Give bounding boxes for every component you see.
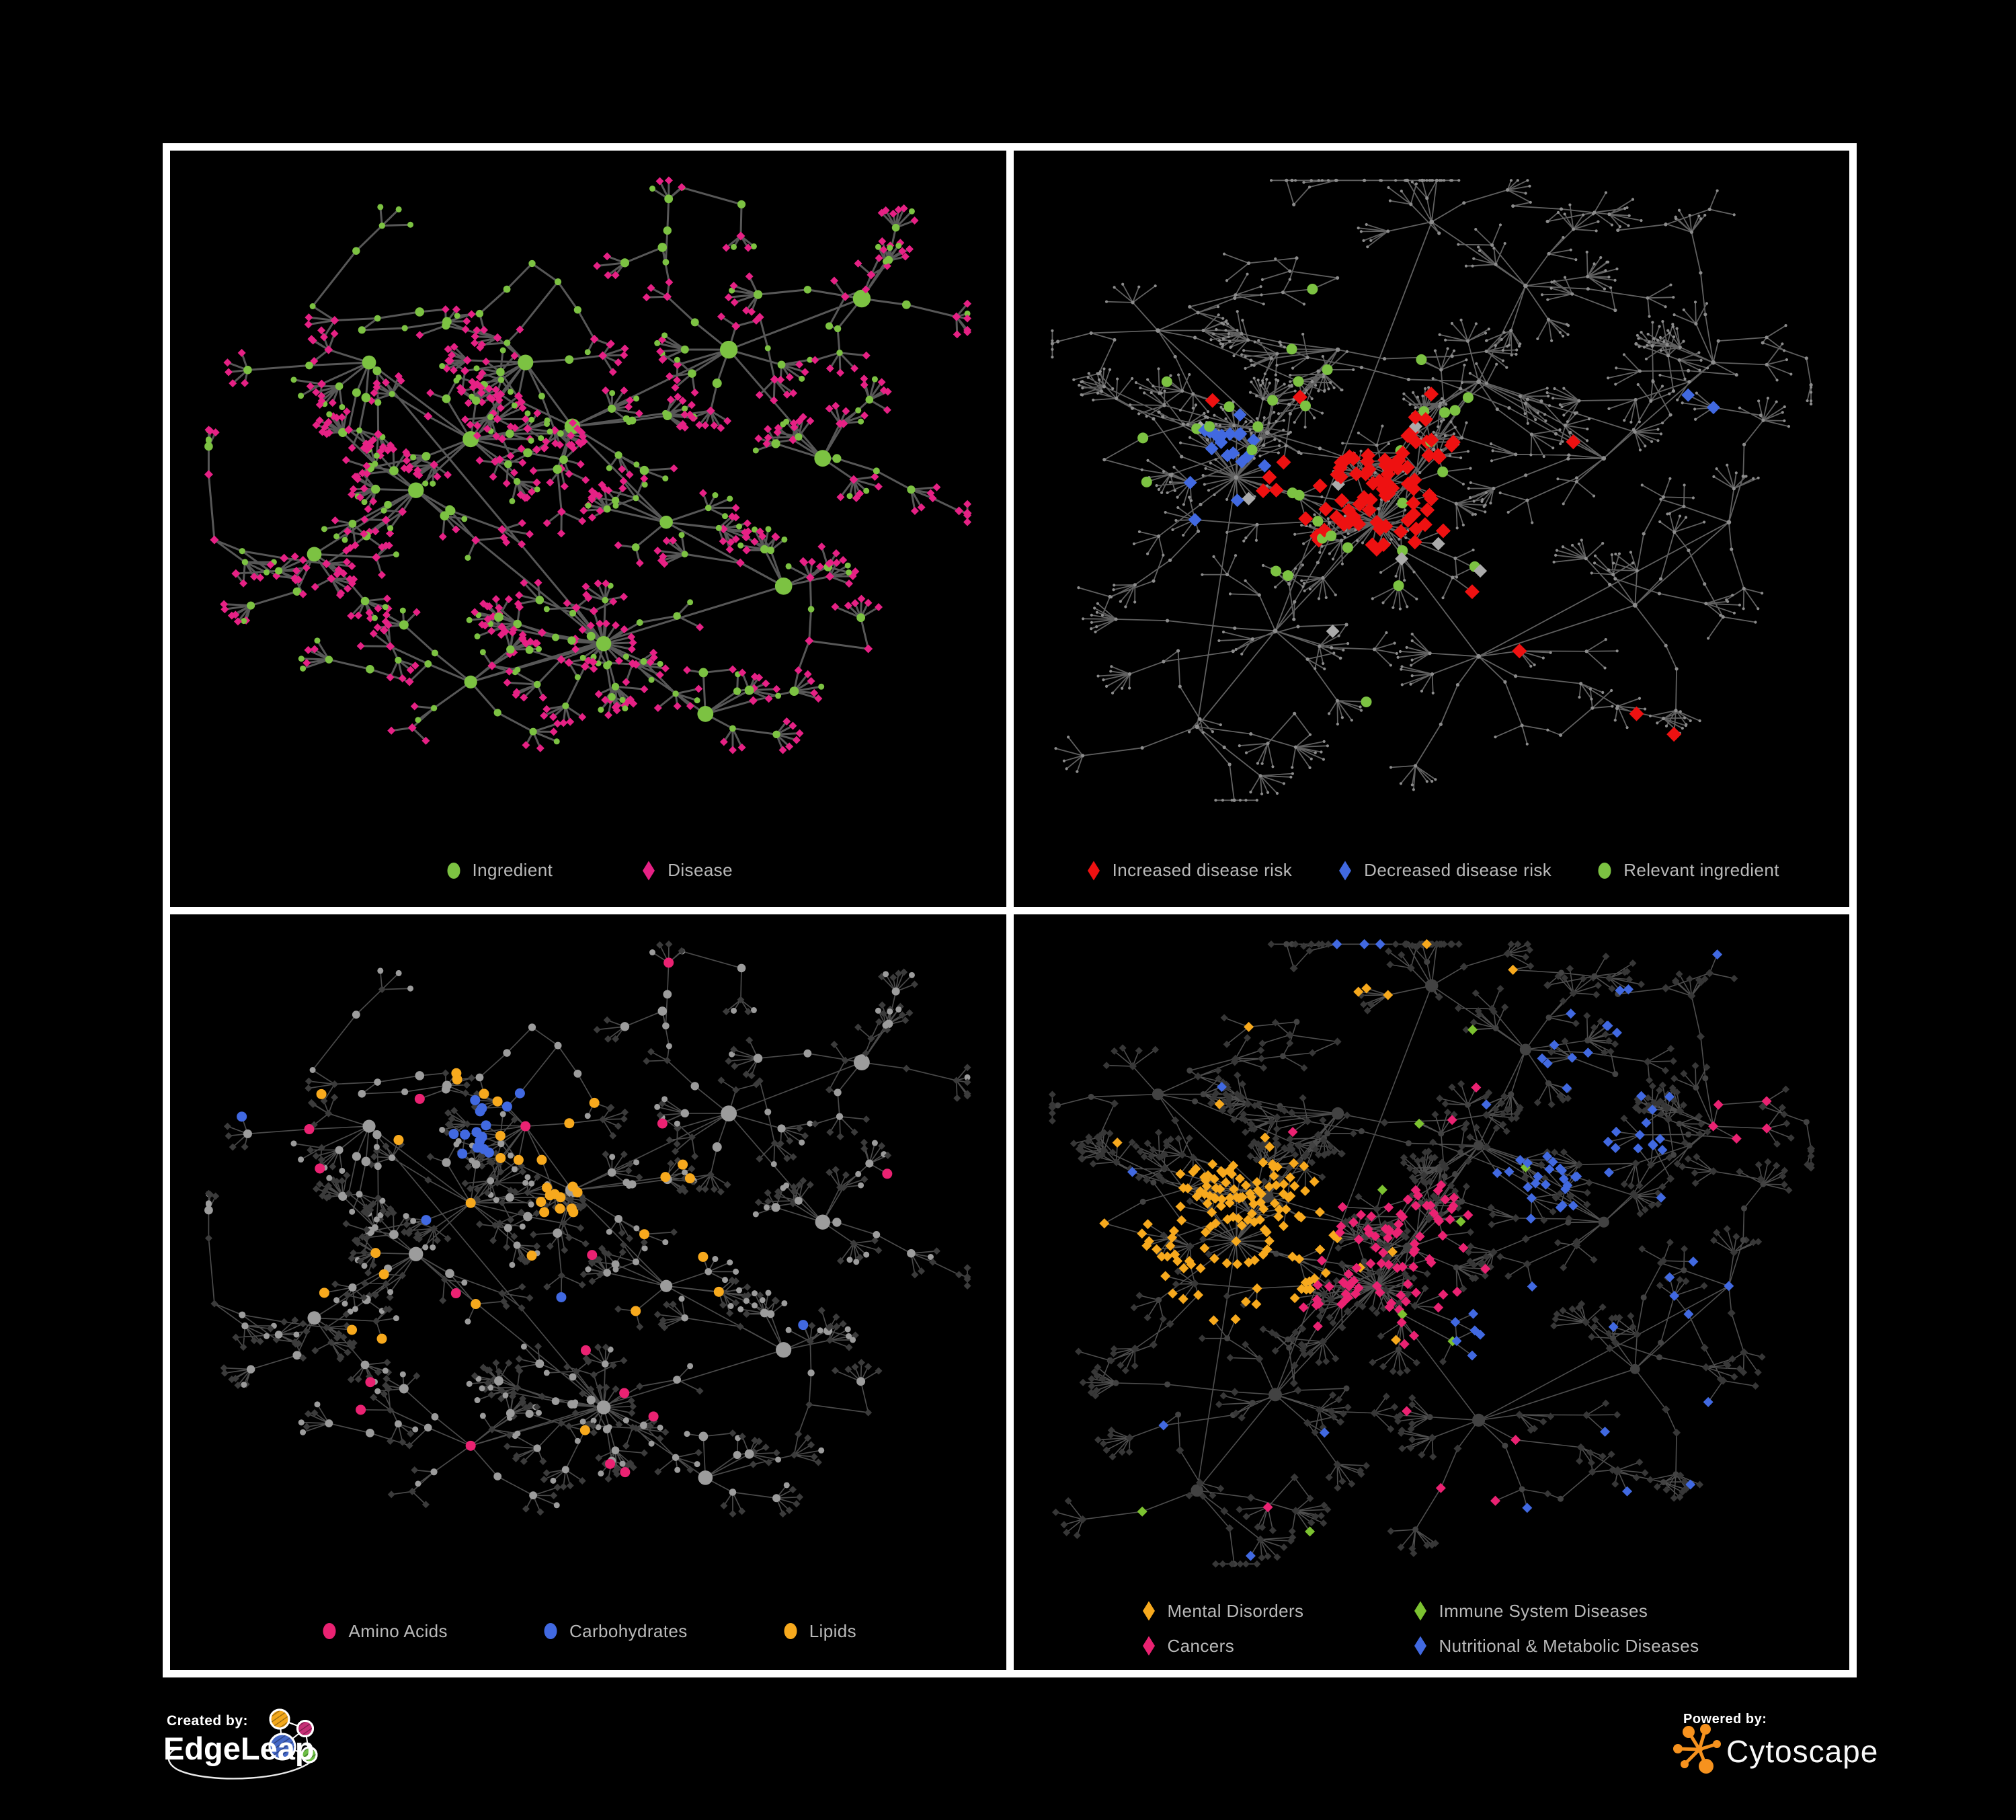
disease-risk-network [1050,178,1813,802]
legend-symbol-circle [323,1623,336,1639]
legend-item: Disease [639,857,733,884]
legend-symbol-diamond [1414,1636,1426,1656]
legend-symbol-diamond [1142,1601,1155,1621]
legend-symbol-circle [784,1623,797,1639]
ingredient-disease-legend: Ingredient Disease [170,857,1006,884]
legend-item: Lipids [780,1618,856,1645]
legend-item: Cancers [1139,1632,1386,1659]
panel-nutrient-classes: Amino Acids Carbohydrates Lipids [170,914,1006,1670]
panel-disease-categories: Mental Disorders Immune System Diseases Ca… [1013,914,1849,1670]
legend-item: Ingredient [444,857,553,884]
legend-item: Amino Acids [319,1618,448,1645]
legend-item: Carbohydrates [540,1618,688,1645]
legend-symbol-diamond [1142,1636,1155,1656]
legend-symbol-circle [544,1623,557,1639]
legend-label: Immune System Diseases [1439,1600,1648,1621]
cytoscape-logo: Powered by: Cytoscape [1673,1712,1878,1774]
panel-disease-risk: Increased disease risk Decreased disease … [1013,151,1850,907]
legend-item: Nutritional & Metabolic Diseases [1410,1632,1699,1659]
nutrient-classes-network [204,940,971,1517]
legend-symbol-diamond [1414,1601,1426,1621]
legend-item: Decreased disease risk [1335,857,1551,884]
legend-label: Disease [668,860,733,880]
legend-label: Nutritional & Metabolic Diseases [1439,1635,1699,1656]
cytoscape-wordmark: Cytoscape [1726,1734,1878,1769]
edgeleap-wordmark: EdgeLeap [163,1731,315,1766]
disease-risk-legend: Increased disease risk Decreased disease … [1014,857,1850,884]
disease-categories-legend: Mental Disorders Immune System Diseases Ca… [1139,1597,1699,1659]
cytoscape-glyph-nodes [1673,1724,1721,1774]
legend-symbol-circle [447,862,460,879]
legend-label: Relevant ingredient [1623,860,1779,880]
legend-label: Ingredient [472,860,553,880]
legend-symbol-diamond [1339,861,1352,880]
edgeleap-swoosh [167,1746,317,1780]
panel-ingredient-disease: Ingredient Disease [170,151,1006,907]
legend-label: Increased disease risk [1112,860,1293,880]
edgeleap-logo: Created by: EdgeLeap [163,1708,318,1780]
created-by-label: Created by: [167,1713,248,1729]
legend-item: Increased disease risk [1084,857,1292,884]
legend-item: Mental Disorders [1139,1597,1386,1624]
ingredient-disease-network [204,176,972,754]
legend-label: Cancers [1167,1635,1235,1656]
nutrient-classes-legend: Amino Acids Carbohydrates Lipids [170,1618,1006,1645]
legend-label: Decreased disease risk [1364,860,1552,880]
legend-label: Amino Acids [348,1620,448,1641]
legend-label: Lipids [809,1620,857,1641]
panel-grid: Ingredient Disease Increased disease risk… [163,143,1857,1677]
legend-label: Carbohydrates [569,1620,688,1641]
legend-item: Relevant ingredient [1595,857,1779,884]
disease-categories-network [1047,939,1815,1568]
powered-by-label: Powered by: [1683,1712,1767,1727]
legend-item: Immune System Diseases [1410,1597,1699,1624]
legend-symbol-circle [1598,862,1611,879]
legend-symbol-diamond [1087,861,1100,880]
legend-symbol-diamond [643,861,655,880]
legend-label: Mental Disorders [1167,1600,1304,1621]
